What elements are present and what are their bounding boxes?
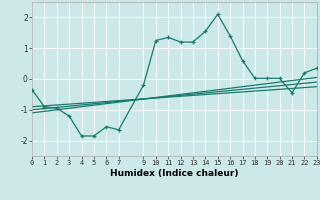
X-axis label: Humidex (Indice chaleur): Humidex (Indice chaleur) (110, 169, 239, 178)
